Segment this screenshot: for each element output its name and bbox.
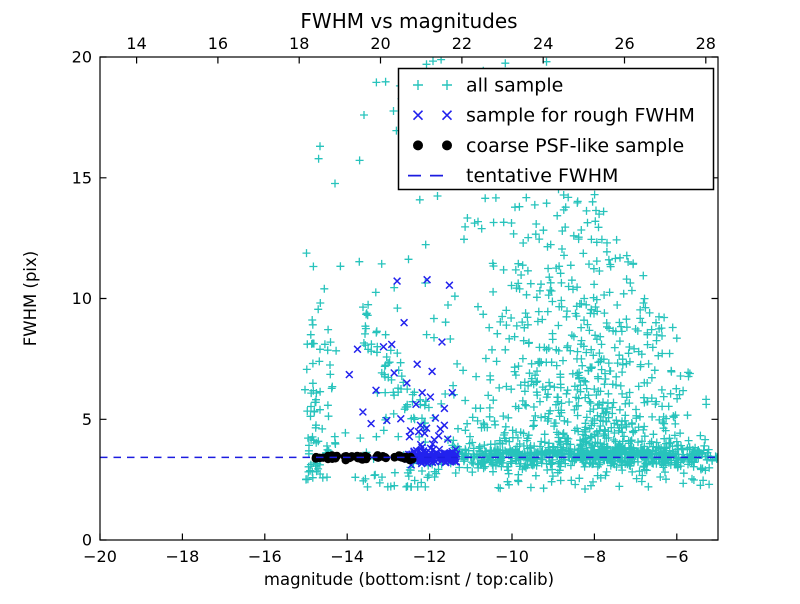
x-top-tick-label: 22 [452, 34, 472, 53]
legend-label: coarse PSF-like sample [466, 135, 684, 157]
x-bottom-tick-label: −18 [166, 547, 200, 566]
x-bottom-tick-label: −20 [83, 547, 117, 566]
y-axis-label: FWHM (pix) [21, 251, 40, 346]
y-tick-label: 5 [82, 410, 92, 429]
x-bottom-tick-label: −10 [495, 547, 529, 566]
y-tick-label: 15 [72, 168, 92, 187]
x-bottom-tick-label: −8 [583, 547, 607, 566]
dot-marker-icon [442, 140, 452, 151]
y-tick-label: 0 [82, 531, 92, 550]
legend-label: sample for rough FWHM [466, 105, 695, 127]
x-bottom-tick-label: −6 [665, 547, 689, 566]
x-marker-icon [412, 110, 453, 121]
x-top-tick-label: 18 [289, 34, 309, 53]
x-top-tick-label: 26 [614, 34, 634, 53]
x-top-tick-label: 14 [126, 34, 146, 53]
y-tick-label: 20 [72, 48, 92, 67]
legend-entry-tentative-FWHM: tentative FWHM [408, 165, 618, 187]
y-tick-label: 10 [72, 289, 92, 308]
legend-entry-sample-for-rough-FWHM: sample for rough FWHM [412, 105, 695, 127]
x-top-tick-label: 24 [533, 34, 553, 53]
x-top-tick-label: 20 [370, 34, 390, 53]
legend-label: all sample [466, 75, 563, 97]
plus-marker-icon [413, 80, 452, 90]
x-bottom-tick-label: −14 [330, 547, 364, 566]
legend-box [397, 67, 715, 191]
x-axis-label: magnitude (bottom:isnt / top:calib) [264, 570, 554, 589]
chart-title: FWHM vs magnitudes [300, 9, 517, 33]
x-bottom-tick-label: −12 [413, 547, 447, 566]
legend-label: tentative FWHM [466, 165, 618, 187]
axis-tick-labels: −20 −18 −16 −14 −12 −10 −8 −6 14 16 18 20 22 24 26 28 0 5… [72, 34, 716, 566]
legend-entry-all-sample: all sample [413, 75, 563, 97]
x-top-tick-label: 16 [208, 34, 228, 53]
x-top-tick-label: 28 [696, 34, 716, 53]
plot-border [99, 56, 719, 541]
legend: all sample sample for rough FWHM coarse PS… [397, 67, 715, 191]
dot-marker-icon [413, 140, 423, 151]
x-bottom-tick-label: −16 [248, 547, 282, 566]
legend-entry-coarse-PSF-like-sample: coarse PSF-like sample [413, 135, 684, 157]
